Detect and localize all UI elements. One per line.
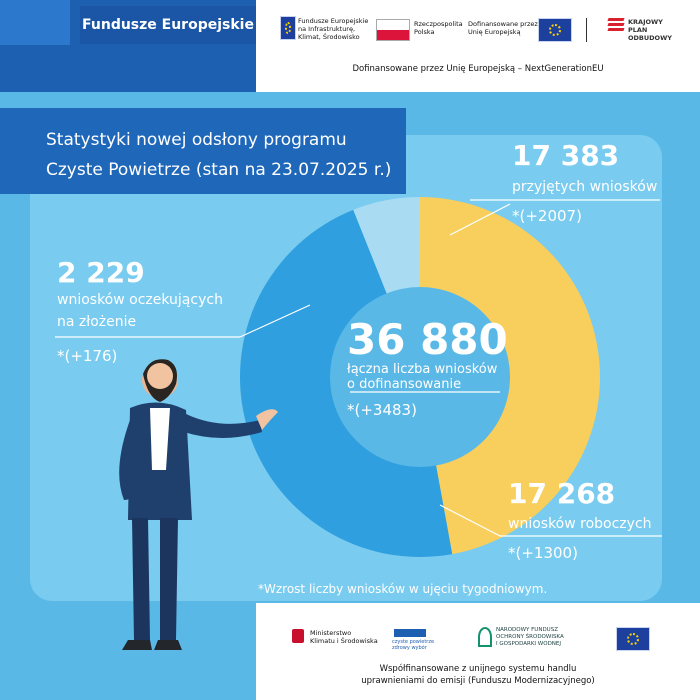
rp-logo-line: Rzeczpospolita [414, 20, 463, 28]
header-divider [586, 18, 587, 42]
cp-logo-line: czyste powietrze [392, 639, 435, 645]
footer-caption-line1: Współfinansowane z unijnego systemu hand… [379, 664, 577, 674]
total-label-line2: o dofinansowanie [347, 377, 461, 392]
eu-flag-icon [538, 18, 572, 42]
leader-line-drafts [439, 504, 501, 537]
nfosigw-logo-line: I GOSPODARKI WODNEJ [496, 641, 562, 647]
eu-stars-decoration [0, 0, 70, 45]
pending-change: *(+176) [57, 347, 117, 365]
header-caption: Dofinansowane przez Unię Europejską – Ne… [352, 64, 604, 74]
total-label-line1: łączna liczba wniosków [347, 362, 498, 377]
nfosigw-logo-line: NARODOWY FUNDUSZ [496, 627, 558, 633]
kpo-logo-line: KRAJOWY [628, 18, 663, 26]
rp-logo-text: Rzeczpospolita Polska [414, 20, 463, 36]
donut-slice-accepted [420, 197, 600, 555]
accepted-value: 17 383 [512, 139, 619, 172]
header-logos: Fundusze Europejskie na Infrastrukturę, … [256, 0, 700, 92]
accepted-label: przyjętych wniosków [512, 179, 657, 195]
rp-logo-line: Polska [414, 28, 435, 36]
eagle-emblem-icon [292, 629, 304, 643]
eu-logo-line: Unię Europejską [468, 28, 521, 36]
drafts-value: 17 268 [508, 477, 615, 510]
kpo-logo-text: KRAJOWY PLAN ODBUDOWY [628, 18, 672, 42]
title-box: Statystyki nowej odsłony programu Czyste… [0, 108, 406, 194]
footer-caption: Współfinansowane z unijnego systemu hand… [256, 663, 700, 687]
fe-logo-text: Fundusze Europejskie na Infrastrukturę, … [298, 17, 368, 41]
eu-flag-footer-icon [616, 627, 650, 651]
title-line1: Statystyki nowej odsłony programu [46, 130, 347, 150]
footer-caption-line2: uprawnieniami do emisji (Funduszu Modern… [361, 676, 595, 686]
drafts-change: *(+1300) [508, 544, 578, 562]
cp-logo-line: zdrowy wybór [392, 645, 427, 651]
kpo-logo-line: ODBUDOWY [628, 34, 672, 42]
pending-label-line2: na złożenie [57, 314, 136, 330]
total-value: 36 880 [347, 315, 508, 364]
title-line2: Czyste Powietrze (stan na 23.07.2025 r.) [46, 160, 392, 180]
poland-flag-icon [376, 19, 410, 41]
fe-logo-line: Fundusze Europejskie [298, 17, 369, 25]
fe-logo-icon [280, 16, 296, 40]
pending-label-line1: wniosków oczekujących [57, 292, 223, 308]
ministry-logo-line: Ministerstwo [310, 629, 352, 637]
nfosigw-logo-line: OCHRONY ŚRODOWISKA [496, 634, 564, 640]
eu-logo-text: Dofinansowane przez Unię Europejską [468, 20, 538, 36]
total-change: *(+3483) [347, 401, 417, 419]
kpo-logo-line: PLAN [628, 26, 648, 34]
fe-logo-line: na Infrastrukturę, [298, 25, 356, 33]
footer-logos: Ministerstwo Klimatu i Środowiska czyste… [256, 603, 700, 700]
cp-logo-icon [394, 629, 426, 637]
pending-value: 2 229 [57, 256, 145, 289]
nfosigw-logo-text: NARODOWY FUNDUSZ OCHRONY ŚRODOWISKA I GO… [496, 627, 564, 648]
drafts-label: wniosków roboczych [508, 516, 652, 532]
eu-logo-line: Dofinansowane przez [468, 20, 538, 28]
leader-line-pending [239, 304, 311, 338]
donut-hole [330, 287, 510, 467]
footnote: *Wzrost liczby wniosków w ujęciu tygodni… [258, 582, 547, 596]
ministry-logo-text: Ministerstwo Klimatu i Środowiska [310, 629, 378, 645]
presenter-illustration [119, 359, 278, 650]
nfosigw-logo-icon [478, 627, 492, 647]
header-brand-block: Fundusze Europejskie [0, 0, 256, 92]
fe-logo-line: Klimat, Środowisko [298, 33, 360, 41]
cp-logo-text: czyste powietrze zdrowy wybór [392, 639, 434, 651]
leader-line-accepted [449, 203, 511, 236]
ministry-logo-line: Klimatu i Środowiska [310, 637, 378, 645]
accepted-change: *(+2007) [512, 207, 582, 225]
brand-title: Fundusze Europejskie [80, 6, 256, 44]
